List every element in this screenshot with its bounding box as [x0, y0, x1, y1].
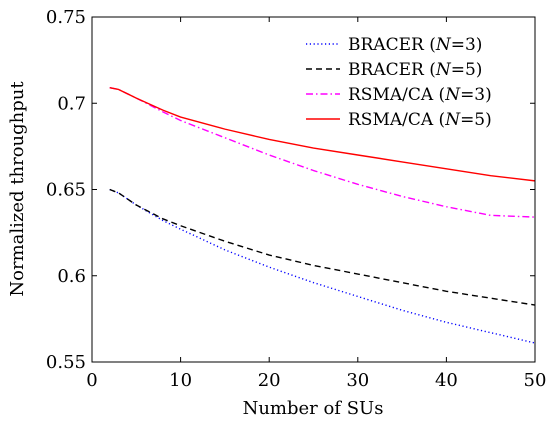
x-tick-label: 30	[346, 370, 369, 391]
x-tick-label: 10	[169, 370, 192, 391]
series-line-2	[109, 87, 536, 218]
x-tick-label: 20	[258, 370, 281, 391]
series-line-0	[109, 188, 536, 344]
y-tick-label: 0.7	[57, 93, 86, 114]
legend-entry-1: BRACER (N=5)	[348, 60, 482, 80]
plot-frame	[91, 16, 536, 363]
x-tick-label: 40	[435, 370, 458, 391]
x-tick-label: 0	[86, 370, 97, 391]
y-tick-label: 0.65	[46, 180, 86, 201]
y-tick-label: 0.6	[57, 266, 86, 287]
legend-entry-2: RSMA/CA (N=3)	[348, 85, 492, 105]
legend: BRACER (N=3) BRACER (N=5) RSMA/CA (N=3) RSM…	[306, 35, 492, 130]
legend-entry-3: RSMA/CA (N=5)	[348, 110, 492, 130]
series-line-1	[109, 188, 536, 306]
legend-entry-0: BRACER (N=3)	[348, 35, 482, 55]
series-line-3	[109, 87, 536, 182]
y-tick-label: 0.75	[46, 7, 86, 28]
x-tick-label: 50	[524, 370, 547, 391]
y-tick-label: 0.55	[46, 352, 86, 373]
y-axis-label: Normalized throughput	[7, 81, 28, 297]
x-axis-label: Number of SUs	[243, 398, 384, 419]
axis-ticks: 0 10 20 30 40 50 0.55 0.6 0.65 0.7 0.75	[46, 7, 547, 391]
series-lines	[109, 87, 536, 344]
